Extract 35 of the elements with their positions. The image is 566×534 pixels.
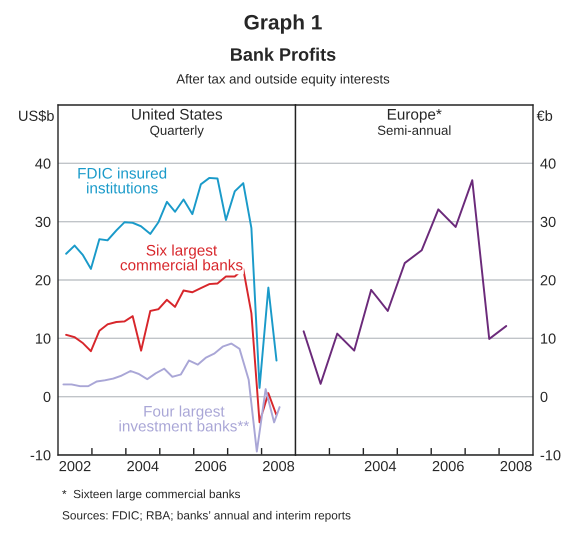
line-series	[302, 179, 508, 385]
y-tick-label: 0	[44, 392, 50, 402]
y-axis-title: €b	[536, 110, 552, 121]
chart-title: United States	[132, 108, 222, 120]
y-tick-label: 40	[540, 158, 556, 169]
x-tick-label: 2008	[500, 460, 532, 472]
y-tick-label: 10	[36, 333, 50, 344]
y-tick-label: 0	[540, 392, 548, 402]
text: Bank Profits	[231, 48, 336, 61]
x-tick-label: 2008	[263, 460, 294, 472]
source-note: Sources: FDIC; RBA; banks’ annual and interim reports	[62, 510, 350, 522]
series-label: Six largest commercial banks	[120, 244, 243, 270]
line-series	[62, 342, 281, 452]
y-tick-label: 20	[36, 275, 50, 286]
text: Semi-annual	[378, 125, 450, 135]
text: Quarterly	[150, 125, 204, 138]
x-tick-label: 2006	[195, 460, 226, 472]
x-tick-label: 2004	[364, 460, 396, 472]
caption: Graph 1	[244, 14, 322, 34]
chart-title: Europe*	[388, 109, 442, 123]
y-tick-label: 30	[35, 216, 50, 228]
series-label: Four largest investment banks**	[120, 405, 250, 432]
y-tick-label: 40	[35, 158, 50, 169]
x-tick-label: 2002	[59, 460, 90, 472]
y-tick-label: 20	[540, 275, 556, 286]
text: After tax and outside equity interests	[176, 74, 390, 86]
y-tick-label: -10	[30, 450, 50, 460]
x-tick-label: 2006	[432, 460, 464, 472]
text: * Sixteen large commercial banks	[62, 490, 240, 501]
y-tick-label: 10	[541, 333, 556, 344]
y-tick-label: -10	[540, 450, 560, 460]
y-tick-label: 30	[540, 216, 556, 228]
series-label: FDIC insured institutions	[78, 167, 166, 194]
y-axis-title: US$b	[19, 110, 54, 122]
x-tick-label: 2004	[127, 460, 159, 472]
